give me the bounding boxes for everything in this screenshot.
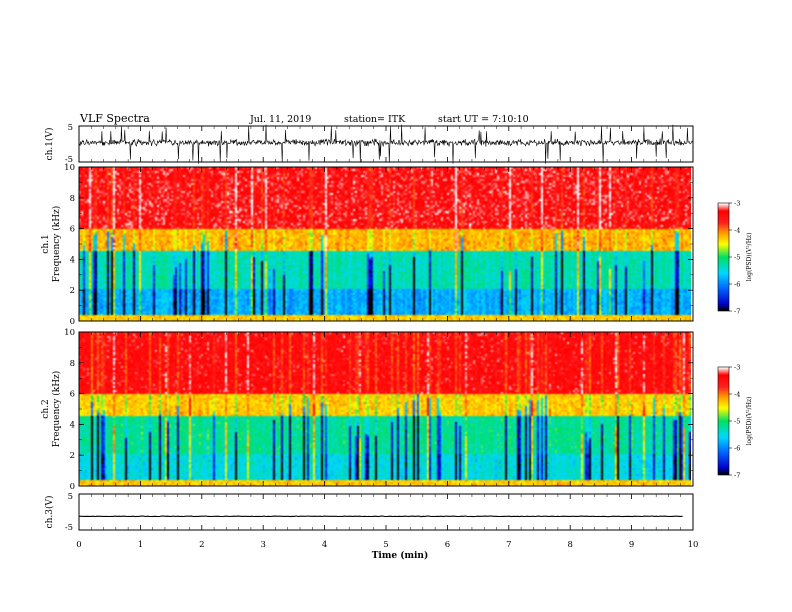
ch2-spectrogram-ylabel-frequency: Frequency (kHz): [51, 371, 62, 448]
ch1-waveform-xticks: [78, 126, 694, 162]
time-axis-tick-label: 4: [322, 540, 327, 550]
ch1-spectrogram-ytick-label: 6: [70, 225, 75, 235]
ch1-spectrogram-ytick-label: 4: [70, 255, 75, 265]
ch2-colorbar-tick-label: -3: [734, 364, 740, 372]
time-axis-tick-label: 0: [76, 540, 81, 550]
ch1-spectrogram-ytick-label: 10: [64, 163, 75, 173]
ch1-spectrogram-yticks: 0 2 4 6 8 10: [64, 163, 693, 327]
ch3-waveform-trace: [78, 515, 683, 518]
ch2-spectrogram-ytick-label: 2: [70, 451, 75, 461]
ch1-spectrogram-xticks: [78, 167, 694, 321]
ch2-spectrogram-ylabel-channel: ch.2: [41, 399, 51, 418]
ch2-colorbar-tick-label: -6: [734, 445, 740, 453]
ch1-colorbar-label: log(PSD)(V²/Hz): [746, 233, 753, 282]
time-axis-label: Time (min): [372, 550, 429, 561]
ch1-ytick-top: 5: [68, 123, 73, 133]
time-axis-tick-label: 10: [688, 540, 699, 550]
ch2-colorbar-ticks: -3 -4 -5 -6 -7: [729, 364, 740, 480]
ch2-spectrogram-ytick-label: 8: [70, 359, 75, 369]
time-axis-tick-label: 5: [383, 540, 388, 550]
ch1-waveform-panel: 5 -5 ch.1(V): [44, 123, 694, 165]
ch2-colorbar-tick-label: -7: [734, 472, 740, 480]
header-date: Jul. 11, 2019: [249, 114, 311, 125]
ch2-spectrogram-xticks: [78, 332, 694, 486]
ch2-colorbar: [718, 367, 729, 475]
ch1-spectrogram-ytick-label: 8: [70, 194, 75, 204]
ch2-spectrogram-ytick-label: 4: [70, 420, 75, 430]
time-axis-tick-label: 1: [138, 540, 143, 550]
ch1-waveform-ylabel: ch.1(V): [44, 128, 55, 161]
figure-header: VLF Spectra Jul. 11, 2019 station= ITK s…: [79, 112, 529, 125]
time-axis-tick-label: 7: [506, 540, 511, 550]
ch1-colorbar-tick-label: -6: [734, 281, 740, 289]
ch3-waveform-xticks: [78, 494, 694, 530]
time-axis-tick-label: 2: [199, 540, 204, 550]
ch2-spectrogram-yticks: 0 2 4 6 8 10: [64, 328, 693, 492]
ch1-waveform-trace: [78, 124, 694, 164]
ch3-waveform-frame: [78, 493, 694, 531]
time-axis-tick-label: 9: [629, 540, 634, 550]
time-axis-tick-label: 6: [445, 540, 450, 550]
ch2-spectrogram-image: [79, 332, 691, 486]
ch2-colorbar-tick-label: -4: [734, 391, 740, 399]
time-axis-tick-label: 3: [260, 540, 265, 550]
ch1-spectrogram-ylabel-frequency: Frequency (kHz): [51, 206, 62, 283]
ch2-colorbar-tick-label: -5: [734, 418, 740, 426]
ch3-ytick-top: 5: [68, 492, 73, 502]
time-axis-tick-label: 8: [567, 540, 572, 550]
ch1-spectrogram-ytick-label: 0: [70, 317, 75, 327]
ch1-colorbar-tick-label: -4: [734, 227, 740, 235]
figure-title: VLF Spectra: [79, 112, 150, 125]
ch3-waveform-panel: 5 -5 ch.3(V): [44, 492, 694, 533]
header-start-time: start UT = 7:10:10: [438, 114, 529, 125]
header-station: station= ITK: [344, 114, 406, 125]
ch1-colorbar-tick-label: -5: [734, 254, 740, 262]
ch2-spectrogram-ytick-label: 10: [64, 328, 75, 338]
ch3-waveform-ylabel: ch.3(V): [44, 496, 55, 529]
ch1-colorbar: [718, 203, 729, 311]
ch1-spectrogram-image: [79, 167, 691, 321]
ch2-spectrogram-ytick-label: 6: [70, 390, 75, 400]
ch1-colorbar-tick-label: -7: [734, 308, 740, 316]
ch2-colorbar-label: log(PSD)(V²/Hz): [746, 397, 753, 446]
ch1-spectrogram-ylabel-channel: ch.1: [41, 234, 51, 253]
ch1-colorbar-ticks: -3 -4 -5 -6 -7: [729, 200, 740, 316]
ch2-spectrogram-ytick-label: 0: [70, 482, 75, 492]
ch1-spectrogram-ytick-label: 2: [70, 286, 75, 296]
ch1-ytick-bottom: -5: [65, 155, 73, 165]
ch3-ytick-bottom: -5: [65, 523, 73, 533]
time-axis-tick-labels: 0 1 2 3 4 5 6 7 8 9 10: [76, 540, 698, 550]
ch1-colorbar-tick-label: -3: [734, 200, 740, 208]
